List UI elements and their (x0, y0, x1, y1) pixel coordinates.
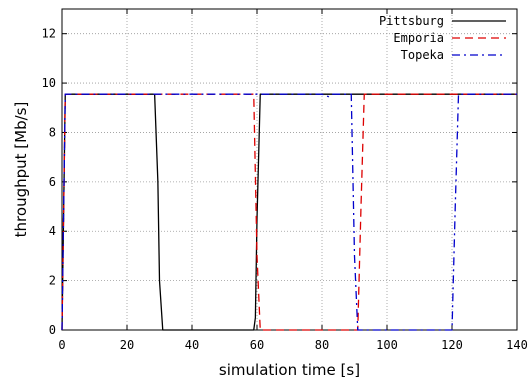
series-line-topeka (61, 93, 517, 331)
x-tick-label: 20 (120, 338, 134, 352)
y-tick-label: 12 (42, 27, 56, 41)
grid-lines (62, 9, 517, 330)
x-tick-label: 100 (376, 338, 398, 352)
y-axis-ticks: 0 2 4 6 8 10 12 (42, 27, 517, 337)
x-tick-label: 60 (250, 338, 264, 352)
series-line-emporia (61, 93, 517, 331)
x-tick-label: 80 (315, 338, 329, 352)
series-line-pittsburg (61, 93, 517, 331)
x-tick-label: 120 (441, 338, 463, 352)
x-tick-label: 40 (185, 338, 199, 352)
y-tick-label: 0 (49, 323, 56, 337)
y-tick-label: 2 (49, 274, 56, 288)
x-axis-label: simulation time [s] (219, 361, 360, 379)
legend-label: Emporia (393, 31, 444, 45)
legend-label: Topeka (401, 48, 444, 62)
y-tick-label: 6 (49, 175, 56, 189)
series-lines (61, 93, 517, 331)
y-tick-label: 4 (49, 224, 56, 238)
x-tick-label: 0 (58, 338, 65, 352)
legend-label: Pittsburg (379, 14, 444, 28)
plot-frame (61, 8, 518, 331)
x-tick-label: 140 (506, 338, 528, 352)
y-axis-label: throughput [Mb/s] (12, 102, 30, 238)
legend: Pittsburg Emporia Topeka (379, 14, 506, 62)
y-tick-label: 10 (42, 76, 56, 90)
y-tick-label: 8 (49, 125, 56, 139)
x-axis-ticks: 0 20 40 60 80 100 120 140 (58, 9, 528, 352)
